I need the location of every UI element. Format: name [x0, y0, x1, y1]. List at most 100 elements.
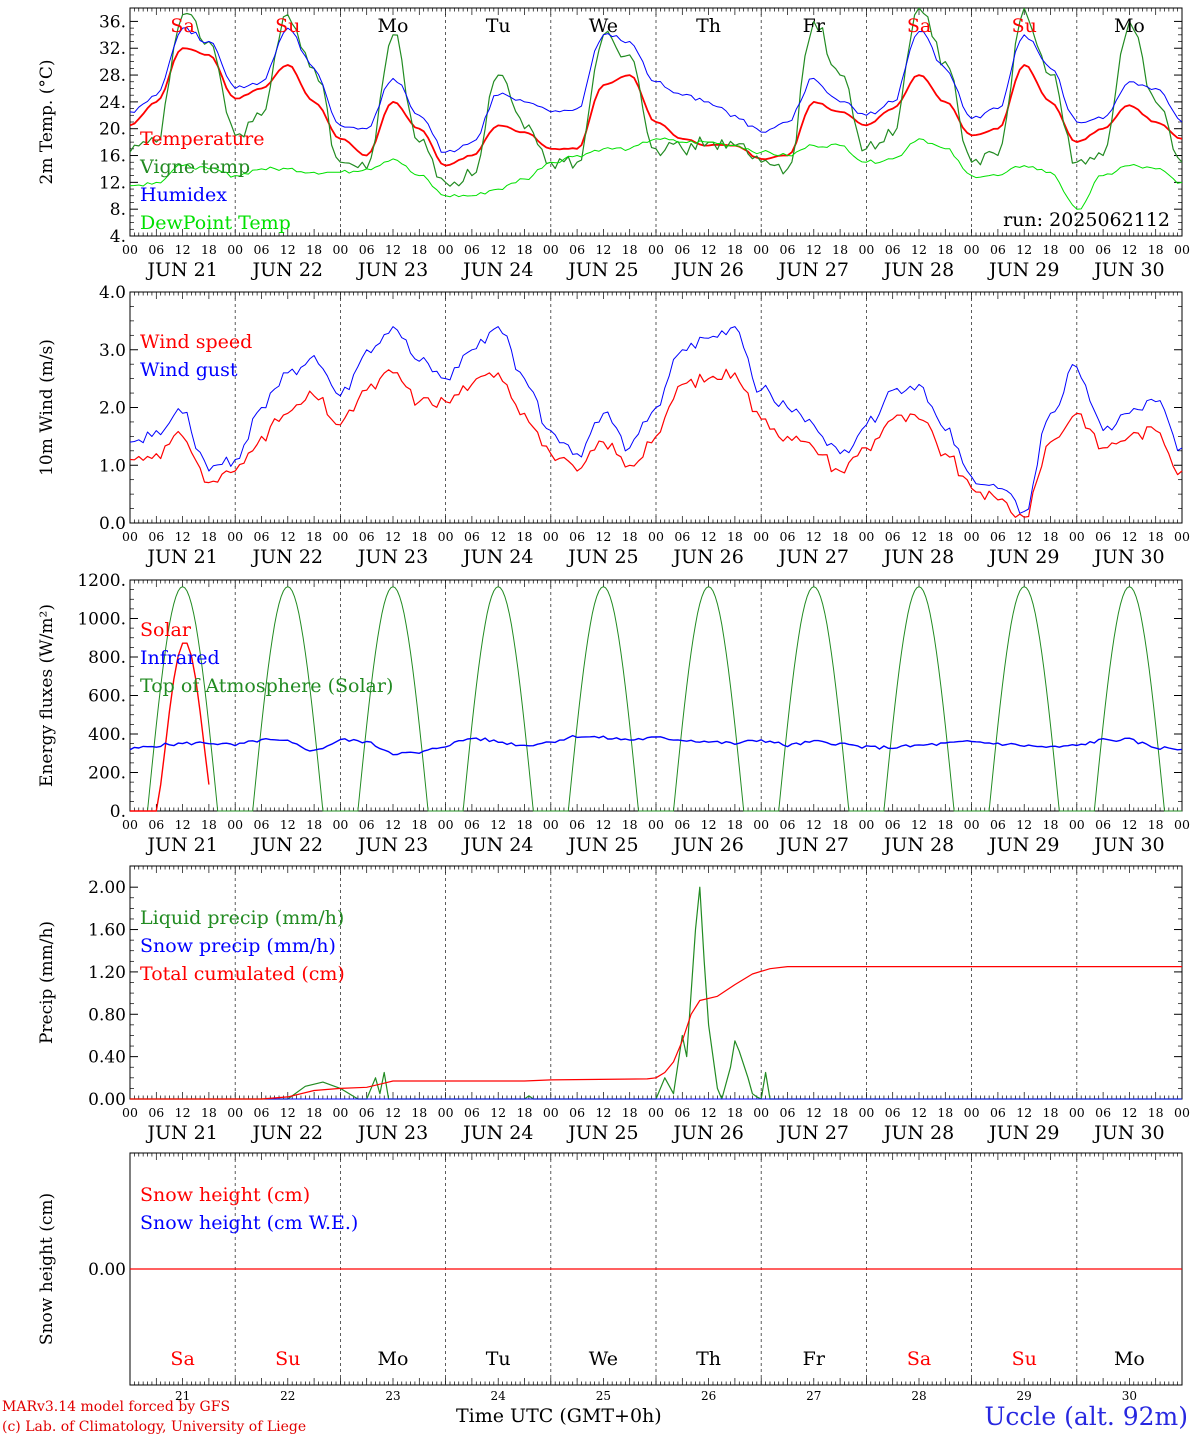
hour-label: 06 — [359, 817, 375, 832]
weekday-label: Th — [696, 1348, 721, 1370]
hour-label: 06 — [990, 529, 1006, 544]
hour-label: 00 — [1069, 242, 1085, 257]
y-tick-label: 0.80 — [88, 1005, 126, 1025]
y-axis-label: Precip (mm/h) — [37, 921, 57, 1044]
y-axis-label: 10m Wind (m/s) — [37, 339, 57, 476]
hour-label: 12 — [701, 1105, 717, 1120]
day-label: JUN 30 — [1092, 1122, 1164, 1144]
series-humidex — [130, 27, 1182, 153]
hour-label: 06 — [780, 529, 796, 544]
hour-label: 06 — [990, 817, 1006, 832]
hour-label: 00 — [753, 242, 769, 257]
hour-label: 00 — [438, 1105, 454, 1120]
hour-label: 06 — [148, 817, 164, 832]
hour-label: 12 — [806, 817, 822, 832]
day-label: JUN 21 — [145, 834, 217, 856]
hour-label: 06 — [464, 817, 480, 832]
legend-entry: Wind speed — [140, 331, 252, 353]
hour-label: 18 — [1043, 1105, 1059, 1120]
hour-label: 18 — [622, 817, 638, 832]
legend-entry: Infrared — [140, 647, 220, 669]
hour-label: 12 — [175, 817, 191, 832]
y-tick-label: 4.0 — [99, 283, 126, 303]
day-number: 25 — [596, 1389, 611, 1403]
day-label: JUN 27 — [777, 546, 849, 568]
hour-label: 00 — [1174, 1105, 1190, 1120]
hour-label: 06 — [780, 817, 796, 832]
hour-label: 00 — [648, 817, 664, 832]
hour-label: 12 — [490, 1105, 506, 1120]
hour-label: 18 — [1043, 529, 1059, 544]
y-tick-label: 2.0 — [99, 399, 126, 419]
legend-entry: Liquid precip (mm/h) — [140, 907, 344, 929]
hour-label: 12 — [595, 242, 611, 257]
hour-label: 12 — [175, 529, 191, 544]
weekday-label: Su — [275, 1348, 300, 1370]
hour-label: 00 — [964, 817, 980, 832]
day-label: JUN 26 — [671, 546, 743, 568]
hour-label: 18 — [727, 1105, 743, 1120]
hour-label: 06 — [780, 242, 796, 257]
weekday-label: Sa — [170, 15, 194, 37]
hour-label: 00 — [122, 1105, 138, 1120]
series-temperature — [130, 47, 1182, 167]
hour-label: 00 — [227, 529, 243, 544]
day-label: JUN 24 — [461, 1122, 533, 1144]
wind-series — [129, 326, 1183, 518]
hour-label: 06 — [569, 242, 585, 257]
day-label: JUN 27 — [777, 259, 849, 281]
hour-label: 06 — [674, 529, 690, 544]
hour-label: 00 — [753, 817, 769, 832]
hour-label: 06 — [464, 1105, 480, 1120]
hour-label: 12 — [1121, 1105, 1137, 1120]
hour-label: 18 — [1043, 242, 1059, 257]
hour-label: 00 — [438, 817, 454, 832]
weekday-label: Mo — [378, 1348, 409, 1370]
y-tick-label: 8. — [110, 200, 126, 220]
y-tick-label: 400. — [88, 725, 126, 745]
hour-label: 00 — [964, 529, 980, 544]
hour-label: 00 — [543, 817, 559, 832]
hour-label: 00 — [543, 529, 559, 544]
station-name: Uccle (alt. 92m) — [984, 1402, 1188, 1431]
y-tick-label: 36. — [99, 12, 126, 32]
legend-entry: Vigne temp — [139, 156, 250, 178]
hour-label: 12 — [595, 1105, 611, 1120]
hour-label: 18 — [622, 242, 638, 257]
day-label: JUN 21 — [145, 1122, 217, 1144]
hour-label: 06 — [148, 1105, 164, 1120]
day-label: JUN 25 — [566, 546, 638, 568]
hour-label: 12 — [1121, 529, 1137, 544]
day-label: JUN 27 — [777, 834, 849, 856]
hour-label: 18 — [1148, 529, 1164, 544]
day-number: 30 — [1122, 1389, 1137, 1403]
hour-label: 00 — [227, 1105, 243, 1120]
weekday-label: We — [589, 1348, 618, 1370]
hour-label: 12 — [595, 529, 611, 544]
weekday-label: Th — [696, 15, 721, 37]
day-label: JUN 25 — [566, 259, 638, 281]
hour-label: 12 — [1016, 1105, 1032, 1120]
series-solar — [130, 642, 210, 812]
legend-entry: Total cumulated (cm) — [140, 963, 345, 985]
day-label: JUN 28 — [882, 546, 954, 568]
hour-label: 06 — [885, 1105, 901, 1120]
day-label: JUN 28 — [882, 834, 954, 856]
weekday-label: Sa — [170, 1348, 194, 1370]
weekday-label: Sa — [907, 15, 931, 37]
wind-panel: 10m Wind (m/s) 0.0 1.0 2.0 3.0 4.0 00 06 12 18 JUN… — [37, 283, 1190, 568]
hour-label: 06 — [990, 242, 1006, 257]
y-tick-label: 600. — [88, 687, 126, 707]
hour-label: 18 — [411, 242, 427, 257]
hour-label: 18 — [201, 817, 217, 832]
day-label: JUN 22 — [251, 546, 323, 568]
weekday-label: Mo — [1114, 1348, 1145, 1370]
hour-label: 12 — [911, 242, 927, 257]
y-tick-label: 1.60 — [88, 921, 126, 941]
hour-label: 18 — [517, 1105, 533, 1120]
hour-label: 00 — [543, 242, 559, 257]
y-axis-label: Energy fluxes (W/m²) — [37, 604, 57, 787]
hour-label: 00 — [753, 529, 769, 544]
hour-label: 06 — [569, 1105, 585, 1120]
